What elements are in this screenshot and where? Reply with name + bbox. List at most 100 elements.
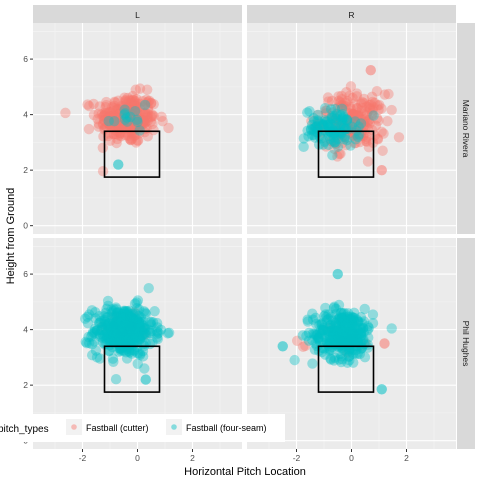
data-point — [340, 121, 351, 132]
data-point — [105, 135, 116, 146]
data-point — [107, 320, 118, 332]
data-point — [300, 340, 311, 352]
data-point — [309, 122, 321, 133]
data-point — [352, 348, 363, 360]
data-point — [108, 304, 119, 315]
data-point — [104, 318, 115, 329]
data-point — [386, 104, 397, 116]
data-point — [335, 116, 346, 127]
data-point — [87, 326, 99, 338]
data-point — [152, 333, 163, 345]
data-point — [298, 133, 310, 144]
data-point — [340, 334, 351, 345]
data-point — [327, 315, 339, 326]
data-point — [128, 344, 140, 356]
data-point — [134, 333, 146, 345]
data-point — [342, 308, 354, 319]
data-point — [117, 326, 128, 337]
data-point — [358, 334, 369, 345]
data-point — [109, 337, 121, 348]
data-point — [107, 306, 119, 317]
data-point — [350, 129, 361, 140]
data-point — [90, 306, 101, 318]
data-point — [340, 337, 351, 348]
data-point — [340, 97, 351, 108]
data-point — [109, 96, 120, 108]
data-point — [93, 317, 105, 329]
data-point — [355, 330, 367, 342]
data-point — [97, 119, 108, 130]
data-point — [349, 312, 360, 324]
data-point — [340, 130, 351, 141]
data-point — [136, 330, 147, 341]
data-point — [335, 109, 346, 121]
data-point — [352, 334, 363, 346]
data-point — [340, 103, 351, 115]
data-point — [105, 327, 116, 339]
data-point — [120, 111, 131, 123]
data-point — [114, 323, 126, 335]
data-point — [339, 332, 350, 343]
data-point — [347, 327, 358, 339]
data-point — [355, 311, 367, 323]
data-point — [339, 319, 351, 331]
data-point — [312, 329, 323, 340]
data-point — [105, 335, 116, 347]
data-point — [152, 322, 163, 333]
data-point — [323, 309, 334, 320]
data-point — [123, 333, 135, 345]
data-point — [316, 319, 327, 331]
data-point — [127, 108, 138, 120]
data-point — [345, 316, 357, 328]
data-point — [113, 130, 125, 141]
data-point — [352, 337, 363, 348]
data-point — [312, 115, 323, 126]
data-point — [113, 103, 124, 115]
data-point — [124, 121, 135, 132]
data-point — [376, 126, 387, 137]
data-point — [106, 331, 118, 342]
data-point — [382, 115, 393, 127]
data-point — [297, 341, 309, 352]
data-point — [341, 87, 352, 98]
data-point — [368, 110, 379, 121]
data-point — [332, 141, 344, 152]
data-point — [126, 120, 137, 131]
data-point — [345, 324, 356, 335]
data-point — [344, 330, 355, 341]
strip-row — [457, 23, 475, 234]
data-point — [118, 312, 129, 324]
data-point — [393, 132, 405, 143]
data-point — [302, 314, 313, 325]
data-point — [121, 104, 133, 115]
data-point — [333, 332, 344, 343]
data-point — [355, 98, 367, 109]
data-point — [331, 326, 342, 337]
data-point — [121, 320, 132, 331]
data-point — [347, 108, 359, 120]
data-point — [108, 336, 119, 347]
x-tick-label: 2 — [404, 453, 409, 463]
data-point — [327, 150, 338, 161]
data-point — [313, 332, 324, 343]
data-point — [142, 111, 153, 122]
data-point — [336, 336, 347, 347]
data-point — [111, 307, 122, 319]
data-point — [99, 115, 110, 126]
data-point — [340, 100, 351, 111]
data-point — [152, 326, 163, 337]
data-point — [125, 111, 136, 123]
data-point — [348, 329, 359, 341]
data-point — [344, 314, 355, 326]
data-point — [104, 118, 115, 130]
data-point — [142, 131, 153, 142]
data-point — [337, 319, 348, 331]
data-point — [378, 128, 389, 139]
data-point — [83, 309, 95, 320]
data-point — [331, 112, 342, 124]
data-point — [102, 319, 113, 331]
data-point — [137, 316, 149, 328]
data-point — [97, 165, 109, 177]
data-point — [124, 325, 136, 336]
